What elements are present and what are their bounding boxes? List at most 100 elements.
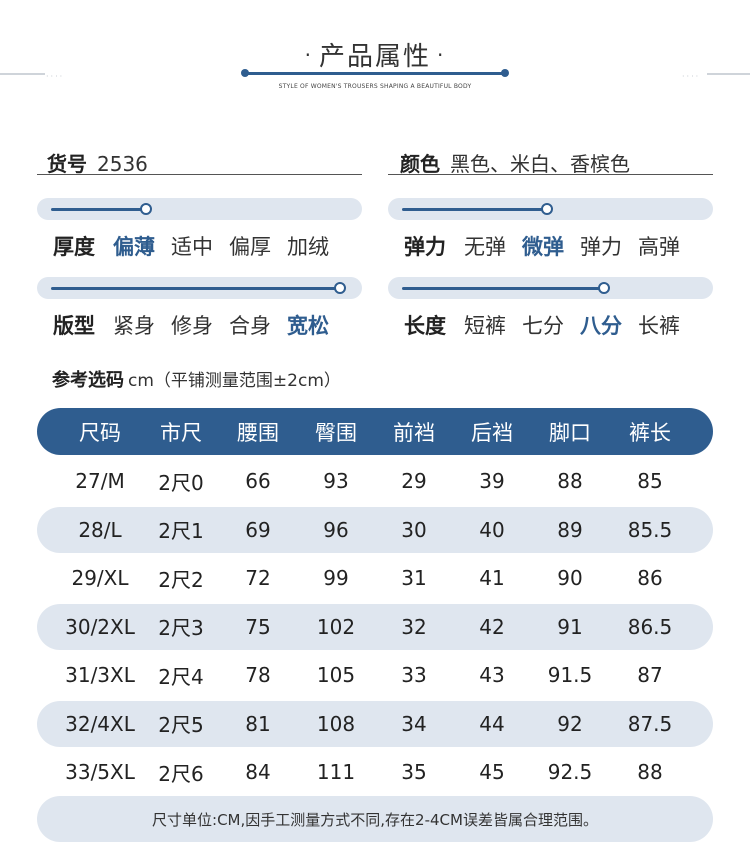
- table-cell: 43: [479, 663, 505, 687]
- item-number-label: 货号: [47, 152, 87, 176]
- page-title: · 产品属性 ·: [0, 36, 750, 73]
- fit-option: 紧身: [113, 314, 155, 338]
- measurement-footnote: 尺寸单位:CM,因手工测量方式不同,存在2-4CM误差皆属合理范围。: [37, 796, 713, 842]
- table-cell: 105: [316, 663, 356, 687]
- table-cell: 29: [401, 469, 427, 493]
- table-cell: 2尺4: [158, 664, 204, 689]
- table-row: 33/5XL 2尺6 84 111 35 45 92.5 88: [37, 749, 713, 795]
- thickness-scale: [37, 198, 362, 220]
- size-reference-heading: 参考选码 cm（平铺测量范围±2cm）: [52, 366, 341, 392]
- table-row: 30/2XL 2尺3 75 102 32 42 91 86.5: [37, 603, 713, 650]
- table-cell: 72: [245, 566, 271, 590]
- table-cell: 45: [479, 760, 505, 784]
- color-underline: [388, 174, 713, 175]
- length-option: 短裤: [464, 314, 506, 338]
- header-rule-left: [0, 73, 45, 75]
- table-cell: 85: [637, 469, 663, 493]
- item-number-value: 2536: [97, 152, 148, 176]
- table-cell: 88: [557, 469, 583, 493]
- header-accent-dot-left: [241, 69, 249, 77]
- elasticity-option: 弹力: [580, 235, 622, 259]
- table-cell: 84: [245, 760, 271, 784]
- table-cell: 87: [637, 663, 663, 687]
- fit-option: 合身: [229, 314, 271, 338]
- page-subtitle: STYLE OF WOMEN'S TROUSERS SHAPING A BEAU…: [278, 83, 472, 90]
- column-header: 脚口: [549, 420, 591, 445]
- table-cell: 44: [479, 711, 505, 736]
- attr-fit: 版型 紧身 修身 合身 宽松: [37, 277, 362, 340]
- thickness-label: 厚度: [53, 235, 95, 259]
- attr-length: 长度 短裤 七分 八分 长裤: [388, 277, 713, 340]
- thickness-options: 厚度 偏薄 适中 偏厚 加绒: [37, 231, 362, 261]
- color-info: 颜色 黑色、米白、香槟色: [400, 148, 630, 177]
- table-cell: 40: [479, 517, 505, 542]
- table-cell: 86: [637, 566, 663, 590]
- table-cell: 91: [557, 614, 583, 639]
- table-cell: 32: [401, 614, 427, 639]
- table-cell: 39: [479, 469, 505, 493]
- table-cell: 111: [316, 760, 356, 784]
- table-cell: 69: [245, 517, 271, 542]
- table-cell: 85.5: [627, 517, 673, 542]
- table-cell: 90: [557, 566, 583, 590]
- table-cell: 66: [245, 469, 271, 493]
- elasticity-scale-knob: [541, 203, 553, 215]
- table-cell: 29/XL: [71, 566, 129, 590]
- column-header: 后裆: [471, 420, 513, 445]
- table-cell: 96: [323, 517, 349, 542]
- table-cell: 2尺0: [158, 470, 204, 495]
- table-cell: 92: [557, 711, 583, 736]
- thickness-option: 适中: [171, 235, 213, 259]
- table-cell: 88: [637, 760, 663, 784]
- table-cell: 30: [401, 517, 427, 542]
- fit-label: 版型: [53, 314, 95, 338]
- table-cell: 32/4XL: [65, 711, 135, 736]
- table-cell: 91.5: [547, 663, 593, 687]
- table-cell: 41: [479, 566, 505, 590]
- table-cell: 102: [316, 614, 356, 639]
- fit-scale-knob: [334, 282, 346, 294]
- table-cell: 33: [401, 663, 427, 687]
- header-dots-right: ····: [682, 72, 701, 81]
- thickness-option: 加绒: [287, 235, 329, 259]
- color-label: 颜色: [400, 152, 440, 176]
- header-rule-right: [707, 73, 750, 75]
- length-scale: [388, 277, 713, 299]
- table-cell: 2尺5: [158, 713, 204, 737]
- table-cell: 92.5: [547, 760, 593, 784]
- table-cell: 2尺2: [158, 567, 204, 592]
- table-cell: 78: [245, 663, 271, 687]
- table-cell: 2尺3: [158, 616, 204, 640]
- column-header: 市尺: [160, 420, 202, 445]
- table-cell: 34: [401, 711, 427, 736]
- length-scale-knob: [598, 282, 610, 294]
- title-text: 产品属性: [318, 42, 431, 72]
- table-cell: 93: [323, 469, 349, 493]
- table-cell: 99: [323, 566, 349, 590]
- table-cell: 2尺1: [158, 519, 204, 543]
- color-value: 黑色、米白、香槟色: [450, 152, 630, 176]
- fit-scale-fill: [51, 287, 340, 290]
- thickness-scale-knob: [140, 203, 152, 215]
- title-dot-left: ·: [304, 43, 313, 67]
- table-cell: 81: [245, 711, 271, 736]
- header-accent-bar: [245, 72, 505, 75]
- column-header: 前裆: [393, 420, 435, 445]
- column-header: 臀围: [315, 420, 357, 445]
- header-accent-dot-right: [501, 69, 509, 77]
- fit-scale: [37, 277, 362, 299]
- elasticity-scale: [388, 198, 713, 220]
- table-cell: 35: [401, 760, 427, 784]
- title-dot-right: ·: [437, 43, 446, 67]
- table-cell: 89: [557, 517, 583, 542]
- table-row: 31/3XL 2尺4 78 105 33 43 91.5 87: [37, 652, 713, 698]
- item-number-underline: [37, 174, 362, 175]
- fit-option: 宽松: [287, 314, 329, 338]
- table-cell: 27/M: [75, 469, 125, 493]
- table-row: 27/M 2尺0 66 93 29 39 88 85: [37, 458, 713, 504]
- length-option: 七分: [522, 314, 564, 338]
- table-cell: 75: [245, 614, 271, 639]
- fit-option: 修身: [171, 314, 213, 338]
- fit-options: 版型 紧身 修身 合身 宽松: [37, 310, 362, 340]
- table-cell: 87.5: [627, 711, 673, 736]
